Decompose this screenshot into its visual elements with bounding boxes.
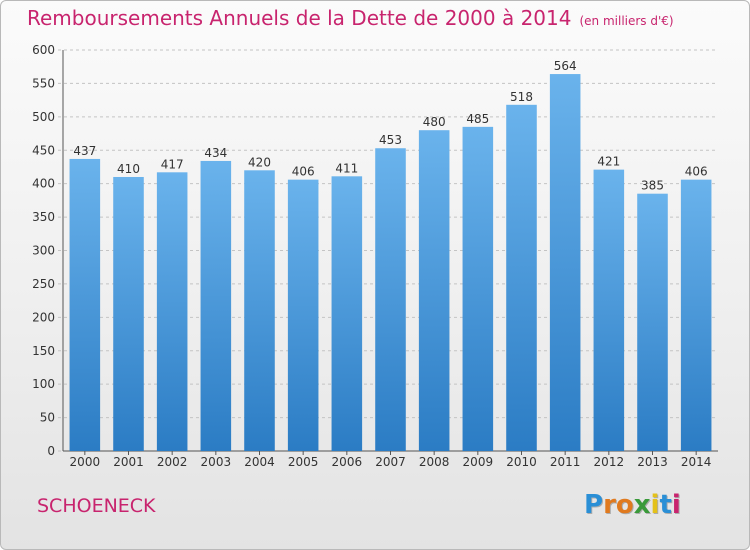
data-label: 437: [73, 144, 96, 158]
data-label: 421: [597, 155, 620, 169]
bar: [113, 176, 144, 451]
y-tick-label: 150: [32, 344, 55, 358]
axes: 0 50 100 150 200 250 300 350 400 450 500 550 600 2000…: [32, 43, 718, 469]
logo-letter: t: [659, 490, 672, 520]
logo-letter: i: [671, 490, 681, 520]
logo-letter: o: [615, 490, 634, 520]
y-tick-label: 50: [40, 411, 55, 425]
bar: [200, 160, 232, 451]
proxiti-logo: Proxiti: [584, 490, 681, 520]
data-label: 518: [510, 90, 533, 104]
bar: [375, 148, 406, 451]
data-label: 434: [204, 146, 227, 160]
bar: [680, 179, 712, 451]
y-tick-label: 250: [32, 277, 55, 291]
logo-letter: x: [633, 490, 651, 520]
y-tick-label: 350: [32, 210, 55, 224]
x-tick-label: 2010: [506, 455, 537, 469]
y-tick-label: 500: [32, 110, 55, 124]
y-tick-label: 300: [32, 244, 55, 258]
bar: [287, 179, 319, 451]
bars: [69, 74, 712, 452]
y-tick-label: 550: [32, 76, 55, 90]
bar: [331, 176, 363, 451]
x-tick-label: 2006: [332, 455, 363, 469]
commune-name: SCHOENECK: [37, 495, 156, 517]
x-tick-label: 2011: [550, 455, 581, 469]
x-tick-label: 2003: [201, 455, 232, 469]
data-label: 453: [379, 133, 402, 147]
y-tick-label: 600: [32, 43, 55, 57]
x-tick-label: 2014: [681, 455, 712, 469]
y-tick-label: 450: [32, 143, 55, 157]
data-label: 385: [641, 179, 664, 193]
data-label: 410: [117, 162, 140, 176]
logo-letter: i: [650, 490, 660, 520]
x-tick-label: 2009: [463, 455, 494, 469]
x-tick-label: 2001: [113, 455, 144, 469]
bar: [69, 158, 101, 451]
y-tick-label: 400: [32, 177, 55, 191]
data-label: 480: [423, 115, 446, 129]
logo-letter: P: [584, 490, 604, 520]
x-tick-label: 2002: [157, 455, 188, 469]
x-tick-label: 2007: [375, 455, 406, 469]
x-tick-label: 2004: [244, 455, 275, 469]
x-tick-label: 2005: [288, 455, 319, 469]
chart-title-text: Remboursements Annuels de la Dette de 20…: [27, 6, 572, 30]
chart-unit-note: (en milliers d'€): [579, 14, 674, 28]
chart-title: Remboursements Annuels de la Dette de 20…: [27, 6, 674, 30]
x-tick-label: 2013: [637, 455, 668, 469]
data-label: 420: [248, 155, 271, 169]
labels: 437 410 417 434 420 406 411 453 480 485 518 564 421 3…: [73, 59, 707, 193]
x-tick-label: 2008: [419, 455, 450, 469]
logo-letter: r: [603, 490, 616, 520]
y-tick-label: 100: [32, 377, 55, 391]
bar: [506, 104, 537, 451]
bar: [593, 169, 625, 452]
bar: [244, 170, 275, 452]
bar: [462, 126, 494, 451]
data-label: 417: [161, 157, 184, 171]
data-label: 406: [685, 165, 708, 179]
bar: [156, 172, 188, 451]
bar: [637, 193, 668, 452]
data-label: 485: [466, 112, 489, 126]
data-label: 406: [292, 165, 315, 179]
bar: [418, 130, 450, 451]
data-label: 564: [554, 59, 577, 73]
bar: [549, 74, 581, 451]
y-tick-label: 0: [47, 444, 55, 458]
data-label: 411: [335, 161, 358, 175]
x-tick-label: 2000: [70, 455, 101, 469]
y-tick-label: 200: [32, 310, 55, 324]
x-tick-label: 2012: [594, 455, 625, 469]
